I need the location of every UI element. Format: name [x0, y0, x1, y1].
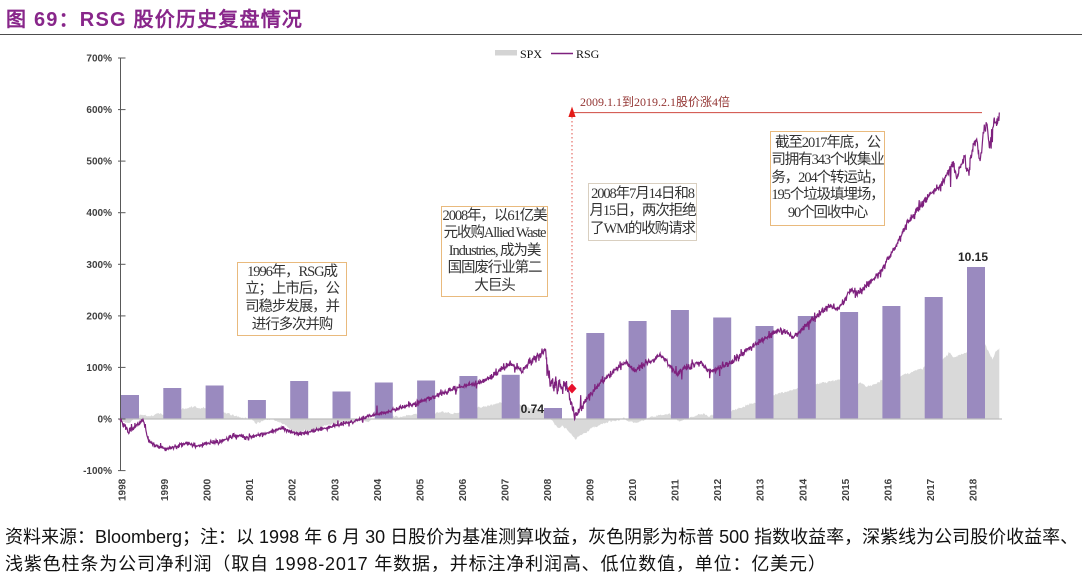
- svg-text:2008: 2008: [543, 478, 554, 501]
- svg-text:1999: 1999: [160, 478, 171, 501]
- svg-text:2004: 2004: [373, 478, 384, 501]
- svg-text:2007: 2007: [500, 478, 511, 501]
- svg-text:2016: 2016: [883, 478, 894, 501]
- svg-text:2014: 2014: [798, 478, 809, 501]
- svg-text:2005: 2005: [415, 478, 426, 501]
- svg-text:1998: 1998: [118, 478, 129, 501]
- svg-text:2002: 2002: [288, 478, 299, 501]
- svg-text:100%: 100%: [86, 363, 112, 374]
- svg-text:2000: 2000: [203, 478, 214, 501]
- svg-text:2011: 2011: [671, 479, 682, 501]
- svg-text:2003: 2003: [330, 478, 341, 501]
- svg-text:2015: 2015: [841, 478, 852, 501]
- svg-text:RSG: RSG: [576, 47, 600, 61]
- svg-text:2017: 2017: [926, 478, 937, 501]
- svg-text:2006: 2006: [458, 478, 469, 501]
- svg-text:SPX: SPX: [520, 47, 542, 61]
- svg-text:400%: 400%: [86, 208, 112, 219]
- svg-text:600%: 600%: [86, 105, 112, 116]
- svg-text:0%: 0%: [98, 415, 113, 426]
- svg-text:300%: 300%: [86, 260, 112, 271]
- svg-text:2009: 2009: [586, 478, 597, 501]
- svg-text:2018: 2018: [969, 478, 980, 501]
- svg-text:2001: 2001: [245, 478, 256, 501]
- svg-text:2012: 2012: [713, 478, 724, 501]
- svg-text:200%: 200%: [86, 311, 112, 322]
- svg-text:700%: 700%: [86, 54, 112, 65]
- svg-text:2010: 2010: [628, 478, 639, 501]
- svg-text:500%: 500%: [86, 157, 112, 168]
- svg-text:2013: 2013: [756, 478, 767, 501]
- svg-text:0.74: 0.74: [521, 402, 545, 416]
- svg-text:10.15: 10.15: [958, 250, 988, 264]
- svg-text:-100%: -100%: [83, 466, 112, 477]
